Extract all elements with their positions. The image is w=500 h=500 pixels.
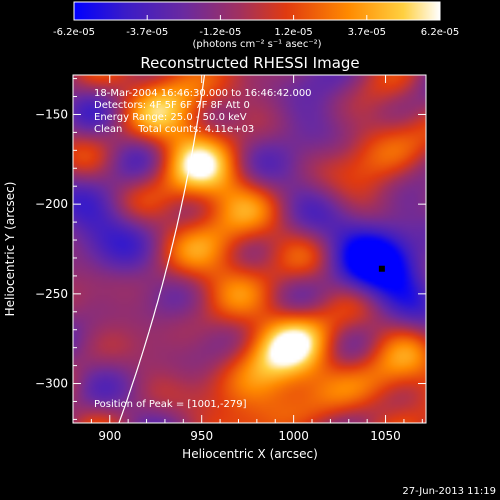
colorbar-tick-label: -3.7e-05 [126,27,168,38]
y-tick-label: −150 [35,107,68,121]
y-tick-label: −250 [35,287,68,301]
y-tick-label: −300 [35,377,68,391]
peak-marker [378,265,385,272]
annotation-block: 18-Mar-2004 16:46:30.000 to 16:46:42.000… [94,88,312,135]
x-axis-label: Heliocentric X (arcsec) [182,447,318,461]
solar-limb-curve [118,75,206,423]
colorbar-tick-label: 1.2e-05 [274,27,312,38]
colorbar-tick-label: 6.2e-05 [421,27,459,38]
x-tick-label: 1000 [278,429,309,443]
annotation-counts: Clean Total counts: 4.11e+03 [94,124,254,135]
y-tick-label: −200 [35,197,68,211]
x-tick-label: 950 [190,429,213,443]
peak-position-label: Position of Peak = [1001,-279] [94,399,247,410]
annotation-energy: Energy Range: 25.0 - 50.0 keV [94,112,247,123]
axes: 900 950 1000 1050 −150 −200 −250 −300 [35,75,426,443]
plot-frame [72,74,427,424]
colorbar-gradient [73,1,441,21]
colorbar-tick-label: 3.7e-05 [348,27,386,38]
colorbar-unit-label: (photons cm⁻² s⁻¹ asec⁻²) [192,39,321,50]
colorbar-tick-label: -6.2e-05 [53,27,95,38]
heatmap-image [73,75,426,423]
annotation-detectors: Detectors: 4F 5F 6F 7F 8F Att 0 [94,100,250,111]
x-tick-label: 1050 [370,429,401,443]
chart-title: Reconstructed RHESSI Image [140,54,359,72]
colorbar: -6.2e-05 -3.7e-05 -1.2e-05 1.2e-05 3.7e-05 6.… [53,1,459,50]
annotation-time: 18-Mar-2004 16:46:30.000 to 16:46:42.000 [94,88,312,99]
y-axis-label: Heliocentric Y (arcsec) [3,182,17,317]
colorbar-tick-label: -1.2e-05 [199,27,241,38]
x-tick-label: 900 [98,429,121,443]
plot-area: 18-Mar-2004 16:46:30.000 to 16:46:42.000… [72,74,427,424]
timestamp: 27-Jun-2013 11:19 [402,486,496,497]
